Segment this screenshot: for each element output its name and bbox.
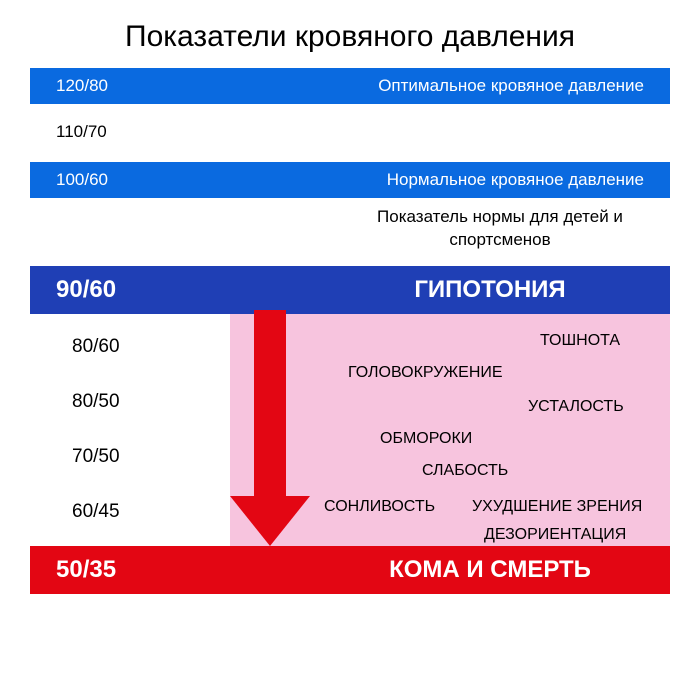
label-fatal: КОМА И СМЕРТЬ — [256, 556, 644, 584]
danger-readings-col: 80/60 80/50 70/50 60/45 — [30, 314, 230, 546]
symptom-label: УХУДШЕНИЕ ЗРЕНИЯ — [472, 498, 642, 516]
row-normal: 100/60 Нормальное кровяное давление — [30, 162, 670, 198]
symptom-label: СЛАБОСТЬ — [422, 462, 508, 480]
reading-hypo: 90/60 — [56, 276, 256, 304]
subnote: Показатель нормы для детей испортсменов — [30, 198, 670, 266]
symptom-label: ДЕЗОРИЕНТАЦИЯ — [484, 526, 626, 544]
danger-reading: 60/45 — [72, 501, 230, 523]
row-optimal: 120/80 Оптимальное кровяное давление — [30, 68, 670, 104]
infographic-container: Показатели кровяного давления 120/80 Опт… — [0, 0, 700, 594]
symptom-zone: 80/60 80/50 70/50 60/45 ТОШНОТА ГОЛОВОКРУЖЕН… — [30, 314, 670, 546]
arrow-down-icon — [230, 310, 310, 550]
page-title: Показатели кровяного давления — [0, 0, 700, 68]
symptom-label: ТОШНОТА — [540, 332, 620, 350]
symptom-label: УСТАЛОСТЬ — [528, 398, 624, 416]
label-optimal: Оптимальное кровяное давление — [256, 76, 644, 96]
reading-normal: 100/60 — [56, 170, 256, 190]
row-fatal: 50/35 КОМА И СМЕРТЬ — [30, 546, 670, 594]
reading-mid: 110/70 — [56, 104, 256, 142]
label-normal: Нормальное кровяное давление — [256, 170, 644, 190]
row-mid: 110/70 — [30, 104, 670, 162]
reading-fatal: 50/35 — [56, 556, 256, 584]
symptom-label: СОНЛИВОСТЬ — [324, 498, 435, 516]
reading-optimal: 120/80 — [56, 76, 256, 96]
danger-reading: 80/60 — [72, 336, 230, 358]
label-hypo: ГИПОТОНИЯ — [256, 276, 644, 304]
row-hypotension: 90/60 ГИПОТОНИЯ — [30, 266, 670, 314]
symptom-label: ОБМОРОКИ — [380, 430, 472, 448]
danger-reading: 70/50 — [72, 446, 230, 468]
danger-reading: 80/50 — [72, 391, 230, 413]
symptom-label: ГОЛОВОКРУЖЕНИЕ — [348, 364, 503, 382]
